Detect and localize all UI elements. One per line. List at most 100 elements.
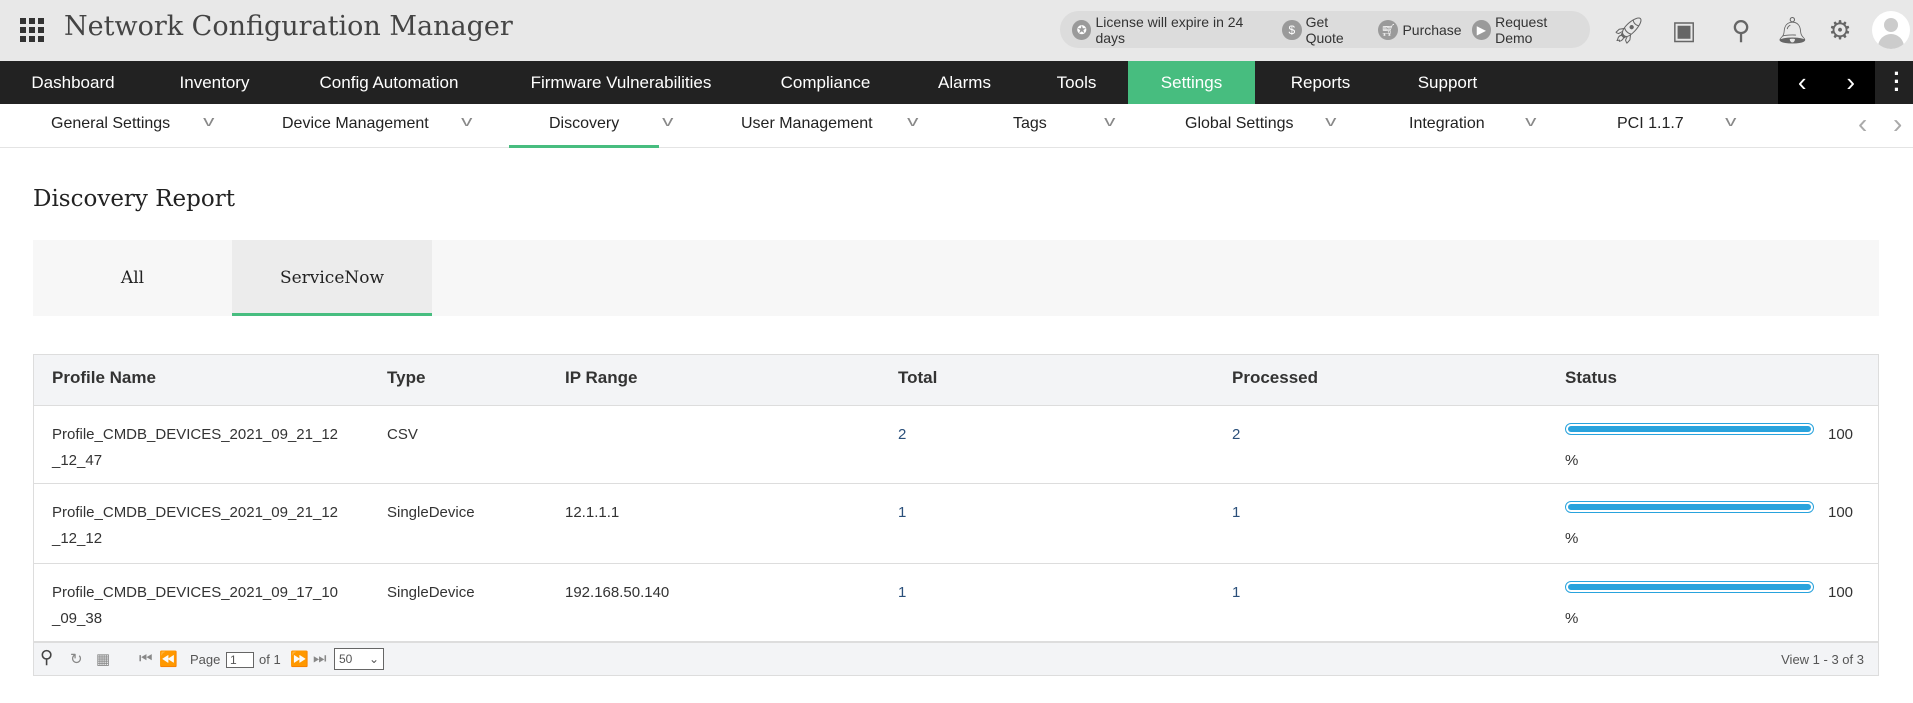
chevron-left-icon[interactable]: ‹ bbox=[1797, 67, 1807, 97]
next-page-icon[interactable]: ⏩ bbox=[290, 651, 309, 668]
type-cell: CSV bbox=[387, 426, 418, 443]
chevron-down-icon[interactable]: v bbox=[1525, 113, 1537, 130]
table-header bbox=[34, 355, 1878, 406]
profile-name-line1: Profile_CMDB_DEVICES_2021_09_21_12 bbox=[52, 426, 339, 443]
total-cell: 1 bbox=[898, 504, 907, 521]
status-value: 100 bbox=[1828, 426, 1854, 443]
get-quote-link[interactable]: $ Get Quote bbox=[1282, 14, 1368, 46]
col-processed[interactable]: Processed bbox=[1232, 368, 1318, 387]
pager: ⚲ ↻ ▦ ⏮ ⏪ Page 1 of 1 ⏩ ⏭ 50 ⌄ View 1 - 3… bbox=[34, 642, 1878, 675]
subnav-pci[interactable]: PCI 1.1.7 bbox=[1617, 115, 1684, 132]
nav-reports[interactable]: Reports bbox=[1290, 73, 1351, 92]
nav-compliance[interactable]: Compliance bbox=[780, 73, 871, 92]
type-cell: SingleDevice bbox=[387, 584, 475, 601]
table-row[interactable] bbox=[34, 484, 1878, 564]
license-icon: ✪ bbox=[1072, 19, 1092, 40]
chevron-down-icon[interactable]: v bbox=[1725, 113, 1737, 130]
purchase-link[interactable]: 🛒︎ Purchase bbox=[1378, 19, 1462, 40]
processed-cell: 2 bbox=[1232, 426, 1241, 443]
license-text: License will expire in 24 days bbox=[1095, 13, 1244, 46]
chevron-down-icon[interactable]: v bbox=[461, 113, 473, 130]
progress-fill bbox=[1568, 584, 1811, 590]
columns-icon[interactable]: ▦ bbox=[96, 651, 111, 668]
license-bar: ✪ License will expire in 24 days $ Get Quo… bbox=[1060, 11, 1590, 48]
chevron-down-icon: ⌄ bbox=[368, 652, 379, 666]
chevron-right-icon[interactable]: › bbox=[1893, 108, 1903, 139]
page-label: Page bbox=[190, 652, 221, 667]
page-input[interactable]: 1 bbox=[226, 652, 254, 668]
progress-bar bbox=[1565, 581, 1814, 593]
more-icon[interactable]: · · · bbox=[1893, 61, 1901, 102]
col-total[interactable]: Total bbox=[898, 368, 938, 387]
gear-icon[interactable]: ⚙ bbox=[1828, 15, 1852, 45]
search-icon[interactable]: ⚲ bbox=[1731, 15, 1751, 45]
processed-cell: 1 bbox=[1232, 584, 1241, 601]
tab-servicenow[interactable]: ServiceNow bbox=[232, 240, 432, 316]
page-size-select[interactable]: 50 ⌄ bbox=[334, 648, 384, 670]
nav-dashboard[interactable]: Dashboard bbox=[31, 73, 115, 92]
chevron-down-icon[interactable]: v bbox=[907, 113, 919, 130]
chevron-down-icon[interactable]: v bbox=[1325, 113, 1337, 130]
table-row[interactable] bbox=[34, 406, 1878, 484]
app-title: Network Configuration Manager bbox=[64, 11, 513, 42]
progress-fill bbox=[1568, 504, 1811, 510]
bell-icon[interactable]: 🔔︎ bbox=[1776, 15, 1810, 45]
subnav-global-settings[interactable]: Global Settings bbox=[1185, 115, 1294, 132]
last-page-icon[interactable]: ⏭ bbox=[313, 650, 327, 667]
nav-alarms[interactable]: Alarms bbox=[938, 73, 991, 92]
rocket-icon[interactable]: 🚀︎ bbox=[1612, 15, 1646, 45]
first-page-icon[interactable]: ⏮ bbox=[139, 650, 153, 667]
license-link[interactable]: ✪ License will expire in 24 days bbox=[1072, 14, 1272, 46]
get-quote-text: Get Quote bbox=[1305, 13, 1344, 46]
refresh-icon[interactable]: ↻ bbox=[70, 651, 83, 668]
chevron-right-icon[interactable]: › bbox=[1846, 67, 1856, 97]
processed-cell: 1 bbox=[1232, 504, 1241, 521]
top-header bbox=[0, 0, 1913, 61]
discovery-table bbox=[33, 354, 1879, 676]
nav-inventory[interactable]: Inventory bbox=[179, 73, 250, 92]
subnav-device-management[interactable]: Device Management bbox=[282, 115, 429, 132]
table-row[interactable] bbox=[34, 564, 1878, 642]
demo-icon: ▶ bbox=[1471, 19, 1492, 40]
tab-all[interactable]: All bbox=[120, 268, 145, 288]
status-unit: % bbox=[1565, 452, 1579, 469]
subnav-general-settings[interactable]: General Settings bbox=[51, 115, 171, 132]
avatar[interactable] bbox=[1872, 11, 1910, 49]
request-demo-link[interactable]: ▶ Request Demo bbox=[1471, 14, 1586, 46]
subnav-integration[interactable]: Integration bbox=[1409, 115, 1485, 132]
progress-fill bbox=[1568, 426, 1811, 432]
total-cell: 1 bbox=[898, 584, 907, 601]
ip-range-cell: 192.168.50.140 bbox=[565, 584, 670, 601]
page-of-label: of 1 bbox=[259, 652, 281, 667]
subnav-tags[interactable]: Tags bbox=[1013, 115, 1047, 132]
profile-name-cell[interactable]: Profile_CMDB_DEVICES_2021_09_21_12 _12_47 bbox=[52, 422, 338, 474]
subnav-discovery[interactable]: Discovery bbox=[549, 115, 620, 132]
profile-name-line1: Profile_CMDB_DEVICES_2021_09_21_12 bbox=[52, 504, 339, 521]
active-subnav-indicator bbox=[509, 145, 659, 148]
app-grid-icon[interactable] bbox=[20, 18, 44, 42]
chevron-down-icon[interactable]: v bbox=[1104, 113, 1116, 130]
profile-name-cell[interactable]: Profile_CMDB_DEVICES_2021_09_17_10 _09_38 bbox=[52, 580, 338, 632]
nav-firmware-vulnerabilities[interactable]: Firmware Vulnerabilities bbox=[530, 73, 712, 92]
type-cell: SingleDevice bbox=[387, 504, 475, 521]
col-profile-name[interactable]: Profile Name bbox=[52, 368, 156, 387]
main-nav: Dashboard Inventory Config Automation Fi… bbox=[0, 61, 1913, 104]
profile-name-cell[interactable]: Profile_CMDB_DEVICES_2021_09_21_12 _12_12 bbox=[52, 500, 338, 552]
col-status[interactable]: Status bbox=[1565, 368, 1617, 387]
nav-config-automation[interactable]: Config Automation bbox=[319, 73, 459, 92]
progress-bar bbox=[1565, 423, 1814, 435]
subnav-user-management[interactable]: User Management bbox=[741, 115, 873, 132]
prev-page-icon[interactable]: ⏪ bbox=[159, 651, 178, 668]
col-ip-range[interactable]: IP Range bbox=[565, 368, 638, 387]
presentation-icon[interactable]: ▣ bbox=[1671, 15, 1697, 45]
search-icon[interactable]: ⚲ bbox=[40, 647, 54, 667]
profile-name-line2: _12_12 bbox=[52, 530, 103, 547]
col-type[interactable]: Type bbox=[387, 368, 426, 387]
chevron-left-icon[interactable]: ‹ bbox=[1858, 108, 1868, 139]
chevron-down-icon[interactable]: v bbox=[662, 113, 674, 130]
nav-tools[interactable]: Tools bbox=[1056, 73, 1097, 92]
chevron-down-icon[interactable]: v bbox=[203, 113, 215, 130]
profile-name-line1: Profile_CMDB_DEVICES_2021_09_17_10 bbox=[52, 584, 339, 601]
nav-settings[interactable]: Settings bbox=[1128, 61, 1255, 104]
nav-support[interactable]: Support bbox=[1417, 73, 1478, 92]
